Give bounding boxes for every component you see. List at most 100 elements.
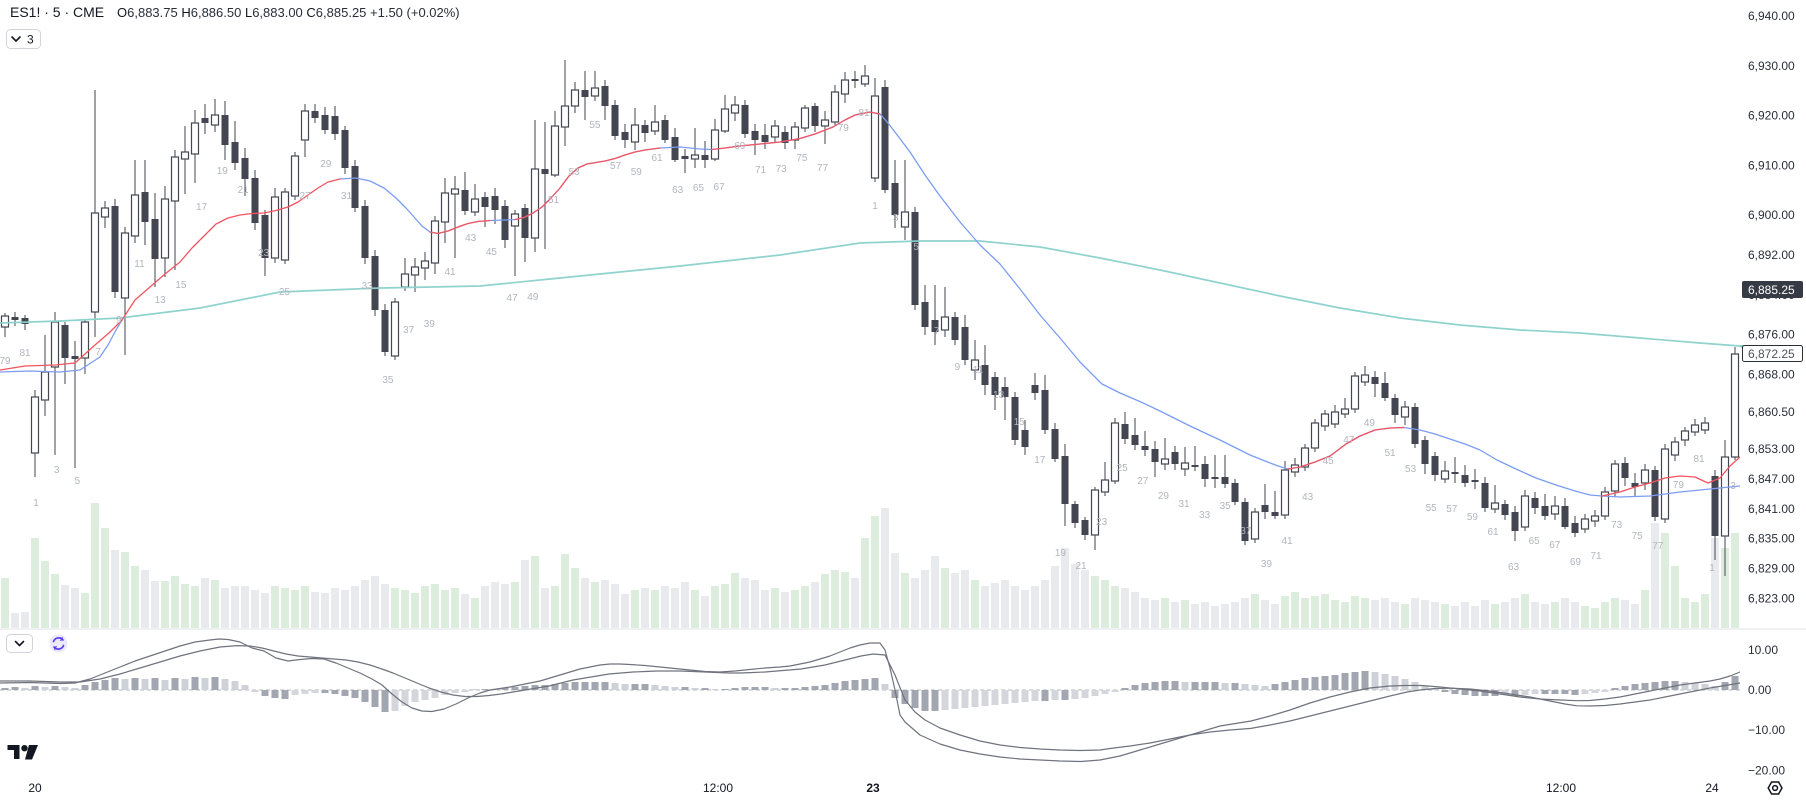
svg-text:47: 47 xyxy=(1343,435,1355,446)
svg-text:5: 5 xyxy=(75,476,81,487)
svg-text:49: 49 xyxy=(1364,418,1376,429)
svg-text:55: 55 xyxy=(589,120,601,131)
svg-text:5: 5 xyxy=(913,242,919,253)
svg-text:17: 17 xyxy=(196,202,208,213)
svg-text:1: 1 xyxy=(1709,563,1715,574)
svg-text:17: 17 xyxy=(1034,455,1046,466)
svg-text:−10.00: −10.00 xyxy=(1748,723,1785,737)
svg-text:19: 19 xyxy=(1055,548,1067,559)
svg-text:−20.00: −20.00 xyxy=(1748,763,1785,777)
svg-text:81: 81 xyxy=(19,348,31,359)
svg-text:12:00: 12:00 xyxy=(703,781,733,795)
svg-text:63: 63 xyxy=(672,185,684,196)
svg-text:0.00: 0.00 xyxy=(1748,683,1772,697)
svg-text:7: 7 xyxy=(95,347,101,358)
svg-text:23: 23 xyxy=(258,248,270,259)
svg-text:41: 41 xyxy=(1281,536,1293,547)
svg-text:39: 39 xyxy=(424,319,436,330)
svg-text:23: 23 xyxy=(1096,517,1108,528)
svg-text:53: 53 xyxy=(1405,464,1417,475)
svg-text:71: 71 xyxy=(1590,551,1602,562)
svg-text:6,853.00: 6,853.00 xyxy=(1748,442,1795,456)
svg-text:25: 25 xyxy=(1117,463,1129,474)
svg-text:63: 63 xyxy=(1508,562,1520,573)
svg-text:37: 37 xyxy=(403,325,415,336)
svg-text:79: 79 xyxy=(1673,480,1685,491)
svg-text:79: 79 xyxy=(838,123,850,134)
svg-text:27: 27 xyxy=(1137,476,1149,487)
svg-text:67: 67 xyxy=(714,182,726,193)
svg-text:61: 61 xyxy=(651,153,663,164)
svg-text:11: 11 xyxy=(973,365,984,376)
svg-text:51: 51 xyxy=(1384,448,1396,459)
svg-text:73: 73 xyxy=(776,164,788,175)
svg-text:9: 9 xyxy=(955,362,961,373)
svg-text:6,835.00: 6,835.00 xyxy=(1748,532,1795,546)
svg-text:27: 27 xyxy=(300,191,312,202)
svg-text:6,910.00: 6,910.00 xyxy=(1748,158,1795,172)
svg-text:69: 69 xyxy=(734,141,746,152)
svg-text:61: 61 xyxy=(1487,527,1499,538)
svg-text:6,930.00: 6,930.00 xyxy=(1748,59,1795,73)
svg-text:20: 20 xyxy=(28,781,42,795)
svg-text:6,920.00: 6,920.00 xyxy=(1748,109,1795,123)
svg-text:43: 43 xyxy=(465,233,477,244)
svg-text:69: 69 xyxy=(1570,557,1582,568)
svg-text:51: 51 xyxy=(548,195,560,206)
svg-text:67: 67 xyxy=(1549,540,1561,551)
svg-text:65: 65 xyxy=(693,183,705,194)
svg-text:15: 15 xyxy=(1014,417,1026,428)
svg-text:43: 43 xyxy=(1302,492,1314,503)
svg-text:3: 3 xyxy=(893,213,899,224)
svg-text:81: 81 xyxy=(858,108,870,119)
svg-text:29: 29 xyxy=(320,159,332,170)
svg-text:75: 75 xyxy=(796,153,808,164)
svg-text:O6,883.75 H6,886.50 L6,883.00: O6,883.75 H6,886.50 L6,883.00 C6,885.25 … xyxy=(117,5,460,20)
svg-text:65: 65 xyxy=(1529,536,1541,547)
svg-text:6,892.00: 6,892.00 xyxy=(1748,248,1795,262)
svg-text:33: 33 xyxy=(362,281,374,292)
svg-text:6,829.00: 6,829.00 xyxy=(1748,562,1795,576)
svg-text:57: 57 xyxy=(1446,504,1458,515)
svg-text:7: 7 xyxy=(934,326,940,337)
svg-text:49: 49 xyxy=(527,292,539,303)
svg-text:77: 77 xyxy=(1652,541,1664,552)
svg-text:75: 75 xyxy=(1632,531,1644,542)
svg-text:79: 79 xyxy=(0,356,11,367)
svg-text:23: 23 xyxy=(866,781,880,795)
svg-text:71: 71 xyxy=(755,165,767,176)
svg-text:57: 57 xyxy=(610,161,622,172)
svg-text:ES1! · 5 · CME: ES1! · 5 · CME xyxy=(10,4,104,20)
svg-text:77: 77 xyxy=(817,163,829,174)
svg-text:6,885.25: 6,885.25 xyxy=(1748,283,1795,297)
svg-text:6,823.00: 6,823.00 xyxy=(1748,591,1795,605)
svg-text:12:00: 12:00 xyxy=(1546,781,1576,795)
svg-text:73: 73 xyxy=(1611,520,1623,531)
svg-text:6,872.25: 6,872.25 xyxy=(1748,347,1795,361)
svg-text:21: 21 xyxy=(237,185,249,196)
svg-text:55: 55 xyxy=(1426,503,1438,514)
svg-text:35: 35 xyxy=(382,375,394,386)
svg-text:45: 45 xyxy=(1323,456,1335,467)
svg-text:33: 33 xyxy=(1199,510,1211,521)
svg-text:1: 1 xyxy=(872,201,878,212)
svg-text:1: 1 xyxy=(33,498,39,509)
svg-text:9: 9 xyxy=(116,315,122,326)
svg-text:31: 31 xyxy=(341,191,353,202)
svg-text:6,900.00: 6,900.00 xyxy=(1748,208,1795,222)
svg-text:47: 47 xyxy=(507,293,519,304)
svg-text:6,860.50: 6,860.50 xyxy=(1748,405,1795,419)
svg-text:29: 29 xyxy=(1158,491,1170,502)
svg-text:6,940.00: 6,940.00 xyxy=(1748,9,1795,23)
svg-text:45: 45 xyxy=(486,247,498,258)
svg-text:21: 21 xyxy=(1075,561,1087,572)
svg-text:31: 31 xyxy=(1178,499,1190,510)
svg-text:11: 11 xyxy=(134,259,145,270)
svg-text:19: 19 xyxy=(217,166,229,177)
svg-text:39: 39 xyxy=(1261,559,1273,570)
svg-text:10.00: 10.00 xyxy=(1748,643,1778,657)
svg-text:3: 3 xyxy=(1730,481,1736,492)
svg-text:13: 13 xyxy=(155,295,167,306)
svg-text:59: 59 xyxy=(631,167,643,178)
svg-text:6,841.00: 6,841.00 xyxy=(1748,502,1795,516)
